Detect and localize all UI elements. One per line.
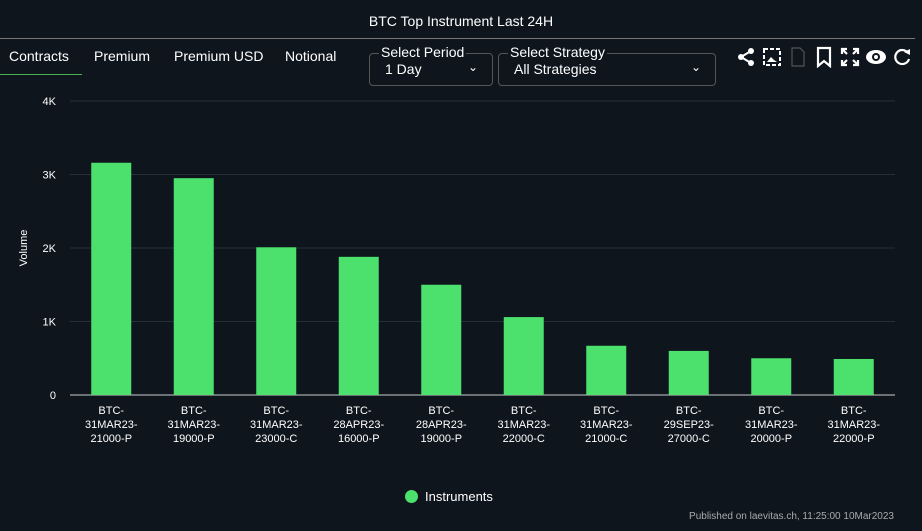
bar[interactable] [833, 358, 874, 395]
bar[interactable] [586, 345, 627, 395]
bar[interactable] [91, 162, 132, 395]
eye-icon[interactable] [865, 45, 887, 69]
tab-contracts[interactable]: Contracts [9, 48, 69, 64]
strategy-label: Select Strategy [508, 44, 607, 60]
x-tick-label: BTC-28APR23-19000-P [416, 405, 467, 445]
chart-title: BTC Top Instrument Last 24H [368, 13, 554, 29]
strategy-value: All Strategies [514, 61, 597, 77]
period-select[interactable]: Select Period 1 Day ⌄ [369, 44, 493, 86]
bar-chart: 0 1K 2K 3K 4K Volume BTC-31MAR23-21000-P BTC-31… [18, 96, 895, 445]
chevron-down-icon: ⌄ [467, 60, 478, 74]
y-tick-label: 0 [50, 390, 56, 402]
published-footer: Published on laevitas.ch, 11:25:00 10Mar… [689, 511, 894, 522]
y-tick-label: 4K [43, 96, 57, 108]
period-label: Select Period [379, 44, 467, 60]
divider [0, 38, 915, 39]
bar[interactable] [256, 247, 297, 395]
legend[interactable]: Instruments [405, 489, 493, 504]
legend-swatch [405, 490, 418, 503]
y-tick-label: 3K [43, 170, 57, 182]
x-tick-label: BTC-29SEP23-27000-C [664, 405, 714, 445]
tab-premium[interactable]: Premium [94, 48, 151, 64]
legend-label: Instruments [425, 489, 493, 504]
tab-premium-usd[interactable]: Premium USD [174, 48, 264, 64]
period-value: 1 Day [385, 61, 422, 77]
x-tick-label: BTC-28APR23-16000-P [333, 405, 384, 445]
csv-icon[interactable] [787, 45, 809, 69]
x-tick-label: BTC-31MAR23-19000-P [167, 405, 220, 445]
y-axis-label: Volume [18, 230, 30, 267]
bar[interactable] [503, 317, 544, 395]
x-tick-label: BTC-31MAR23-23000-C [250, 405, 303, 445]
share-icon[interactable] [735, 45, 757, 69]
strategy-select[interactable]: Select Strategy All Strategies ⌄ [498, 44, 716, 86]
active-tab-indicator [0, 74, 82, 75]
y-tick-label: 2K [43, 243, 57, 255]
toolbar [735, 45, 913, 69]
x-tick-label: BTC-31MAR23-21000-P [85, 405, 138, 445]
x-tick-label: BTC-31MAR23-20000-P [745, 405, 798, 445]
bookmark-icon[interactable] [813, 45, 835, 69]
bar[interactable] [421, 284, 462, 395]
bar[interactable] [173, 178, 214, 395]
bar[interactable] [668, 350, 709, 395]
y-tick-label: 1K [43, 317, 57, 329]
x-tick-label: BTC-31MAR23-21000-C [580, 405, 633, 445]
bar[interactable] [338, 256, 379, 395]
fullscreen-icon[interactable] [839, 45, 861, 69]
x-tick-label: BTC-31MAR23-22000-C [497, 405, 550, 445]
tab-notional[interactable]: Notional [285, 48, 337, 64]
x-tick-label: BTC-31MAR23-22000-P [827, 405, 880, 445]
bar[interactable] [751, 358, 792, 395]
chevron-down-icon: ⌄ [690, 60, 701, 74]
refresh-icon[interactable] [891, 45, 913, 69]
image-download-icon[interactable] [761, 45, 783, 69]
